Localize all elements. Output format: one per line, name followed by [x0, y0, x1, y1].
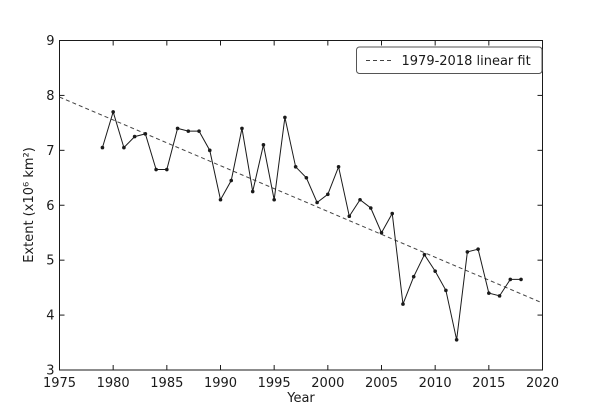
axis-tick-labels: 1975 1980 1985 1990 1995 2000 2005 2010 2015 2020…	[43, 34, 559, 391]
data-point-marker	[411, 274, 416, 279]
x-axis-label: Year	[286, 391, 315, 406]
y-tick-label: 4	[46, 309, 54, 324]
data-point-marker	[347, 214, 352, 219]
data-point-marker	[487, 291, 491, 295]
x-tick-label: 2020	[526, 376, 559, 391]
y-tick-label: 5	[46, 254, 54, 269]
data-point-marker	[465, 250, 470, 254]
data-point-marker	[433, 269, 437, 273]
data-point-marker	[272, 197, 276, 202]
data-line	[101, 110, 522, 340]
data-point-marker	[250, 189, 255, 194]
y-tick-label: 8	[46, 89, 54, 104]
data-point-marker	[326, 192, 330, 197]
legend-box	[356, 46, 543, 74]
data-point-marker	[229, 178, 234, 183]
legend-label: 1979-2018 linear fit	[402, 54, 531, 69]
y-tick-label: 9	[46, 34, 54, 49]
x-tick-label: 1975	[43, 376, 76, 391]
data-point-marker	[207, 148, 212, 153]
linear-fit-line	[59, 96, 543, 304]
data-point-marker	[154, 167, 158, 172]
data-point-marker	[368, 206, 373, 210]
x-tick-label: 1995	[258, 376, 291, 391]
y-tick-label: 3	[46, 364, 54, 379]
data-point-marker	[197, 129, 201, 133]
x-tick-label: 2010	[419, 376, 452, 391]
data-point-marker	[111, 110, 115, 114]
data-point-marker	[497, 294, 502, 298]
data-point-marker	[143, 132, 148, 136]
legend: 1979-2018 linear fit	[356, 46, 543, 74]
data-point-marker	[132, 134, 137, 139]
data-point-marker	[454, 337, 459, 342]
x-tick-label: 2005	[365, 376, 398, 391]
data-point-marker	[175, 126, 180, 131]
data-point-marker	[315, 200, 319, 205]
data-point-marker	[165, 167, 169, 172]
data-point-marker	[401, 302, 405, 306]
axis-ticks	[59, 40, 543, 371]
x-tick-label: 1985	[150, 376, 183, 391]
data-point-markers	[100, 110, 523, 342]
data-point-marker	[476, 247, 480, 251]
data-point-marker	[508, 277, 513, 282]
data-point-marker	[304, 175, 309, 180]
data-point-marker	[100, 145, 105, 150]
data-point-marker	[283, 115, 287, 120]
data-point-marker	[122, 145, 126, 150]
data-point-marker	[390, 211, 395, 216]
y-tick-label: 6	[46, 199, 54, 214]
data-point-marker	[261, 143, 266, 147]
data-point-marker	[519, 277, 523, 282]
x-tick-label: 2000	[311, 376, 344, 391]
data-point-marker	[218, 197, 223, 202]
data-point-marker	[444, 288, 448, 293]
data-point-marker	[379, 230, 384, 235]
data-series-line	[101, 110, 522, 340]
y-tick-label: 7	[46, 144, 54, 159]
fit-line	[59, 96, 543, 304]
data-point-marker	[293, 165, 298, 169]
y-axis-label: Extent (x10⁶ km²)	[22, 147, 37, 263]
data-point-marker	[336, 165, 341, 169]
data-point-marker	[422, 252, 427, 257]
x-tick-label: 1980	[97, 376, 130, 391]
data-point-marker	[186, 129, 191, 133]
x-tick-label: 1990	[204, 376, 237, 391]
data-point-marker	[240, 126, 244, 131]
x-tick-label: 2015	[472, 376, 505, 391]
plot-border	[59, 40, 543, 371]
data-point-marker	[358, 197, 362, 202]
